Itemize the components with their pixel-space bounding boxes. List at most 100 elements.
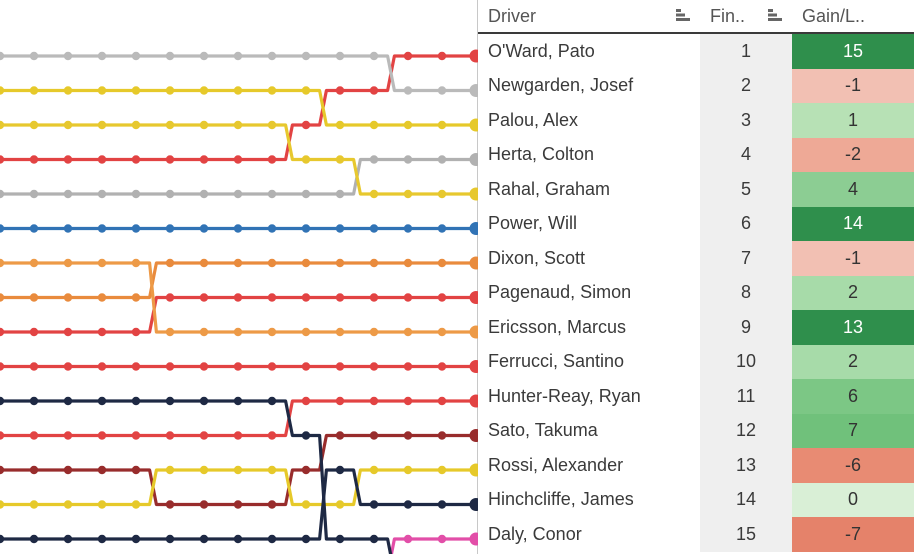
cell-fin: 9 [700,310,792,345]
driver-lap-marker [268,52,276,60]
driver-lap-marker [268,466,276,474]
driver-lap-marker [0,431,4,439]
driver-lap-marker [64,535,72,543]
driver-lap-marker [302,535,310,543]
driver-lap-marker [370,190,378,198]
driver-lap-marker [132,259,140,267]
cell-driver: Daly, Conor [478,517,700,552]
driver-lap-marker [132,293,140,301]
driver-lap-marker [30,259,38,267]
driver-lap-marker [132,500,140,508]
driver-lap-marker [166,86,174,94]
cell-fin: 5 [700,172,792,207]
driver-lap-marker [98,328,106,336]
driver-lap-marker [336,190,344,198]
table-row[interactable]: Power, Will614 [478,207,914,242]
driver-lap-marker [336,535,344,543]
table-row[interactable]: Ferrucci, Santino102 [478,345,914,380]
table-header-row: Driver Fin.. Gain/L.. [478,0,914,34]
driver-line [0,160,476,195]
driver-lap-marker [132,466,140,474]
driver-lap-marker [336,431,344,439]
driver-lap-marker [0,155,4,163]
results-table: Driver Fin.. Gain/L.. O'Ward, Pato115New… [478,0,914,554]
cell-gainloss: 13 [792,310,914,345]
cell-fin: 1 [700,34,792,69]
cell-gainloss: -1 [792,241,914,276]
driver-line [0,56,476,160]
table-row[interactable]: Newgarden, Josef2-1 [478,69,914,104]
cell-driver: Dixon, Scott [478,241,700,276]
driver-lap-marker [166,293,174,301]
driver-lap-marker [98,362,106,370]
driver-lap-marker [98,86,106,94]
cell-gainloss: 2 [792,345,914,380]
driver-end-marker [470,464,479,477]
driver-end-marker [470,153,479,166]
driver-line [0,91,476,126]
cell-driver: Hunter-Reay, Ryan [478,379,700,414]
driver-lap-marker [370,500,378,508]
cell-gainloss: 7 [792,414,914,449]
header-fin[interactable]: Fin.. [700,6,792,27]
cell-fin: 3 [700,103,792,138]
table-row[interactable]: Palou, Alex31 [478,103,914,138]
driver-line [0,298,476,333]
driver-lap-marker [370,224,378,232]
driver-lap-marker [30,224,38,232]
driver-lap-marker [370,328,378,336]
sort-icon[interactable] [676,8,690,24]
driver-lap-marker [302,52,310,60]
table-row[interactable]: Hunter-Reay, Ryan116 [478,379,914,414]
table-row[interactable]: Rahal, Graham54 [478,172,914,207]
driver-lap-marker [438,328,446,336]
table-row[interactable]: Hinchcliffe, James140 [478,483,914,518]
driver-lap-marker [200,431,208,439]
table-row[interactable]: Sato, Takuma127 [478,414,914,449]
cell-driver: Ferrucci, Santino [478,345,700,380]
driver-lap-marker [200,535,208,543]
driver-lap-marker [336,259,344,267]
table-row[interactable]: Dixon, Scott7-1 [478,241,914,276]
driver-end-marker [470,84,479,97]
table-row[interactable]: Daly, Conor15-7 [478,517,914,552]
driver-lap-marker [98,535,106,543]
driver-lap-marker [234,500,242,508]
driver-end-marker [470,326,479,339]
driver-lap-marker [268,293,276,301]
driver-lap-marker [200,397,208,405]
driver-lap-marker [438,397,446,405]
header-gainloss[interactable]: Gain/L.. [792,6,914,27]
table-row[interactable]: Pagenaud, Simon82 [478,276,914,311]
driver-lap-marker [200,293,208,301]
driver-lap-marker [268,259,276,267]
driver-lap-marker [404,52,412,60]
cell-driver: Power, Will [478,207,700,242]
driver-lap-marker [30,328,38,336]
driver-lap-marker [64,362,72,370]
driver-lap-marker [98,155,106,163]
cell-gainloss: -7 [792,517,914,552]
cell-fin: 4 [700,138,792,173]
driver-lap-marker [302,362,310,370]
driver-lap-marker [370,535,378,543]
driver-lap-marker [302,293,310,301]
driver-line [0,263,476,298]
driver-lap-marker [336,121,344,129]
driver-lap-marker [132,52,140,60]
sort-icon[interactable] [768,8,782,24]
table-row[interactable]: Herta, Colton4-2 [478,138,914,173]
table-row[interactable]: Rossi, Alexander13-6 [478,448,914,483]
cell-gainloss: 15 [792,34,914,69]
cell-driver: Rahal, Graham [478,172,700,207]
cell-driver: Newgarden, Josef [478,69,700,104]
table-row[interactable]: O'Ward, Pato115 [478,34,914,69]
driver-lap-marker [234,121,242,129]
table-row[interactable]: Ericsson, Marcus913 [478,310,914,345]
driver-lap-marker [234,362,242,370]
header-driver[interactable]: Driver [478,6,700,27]
driver-lap-marker [132,431,140,439]
driver-lap-marker [30,362,38,370]
table-body: O'Ward, Pato115Newgarden, Josef2-1Palou,… [478,34,914,552]
driver-lap-marker [64,328,72,336]
